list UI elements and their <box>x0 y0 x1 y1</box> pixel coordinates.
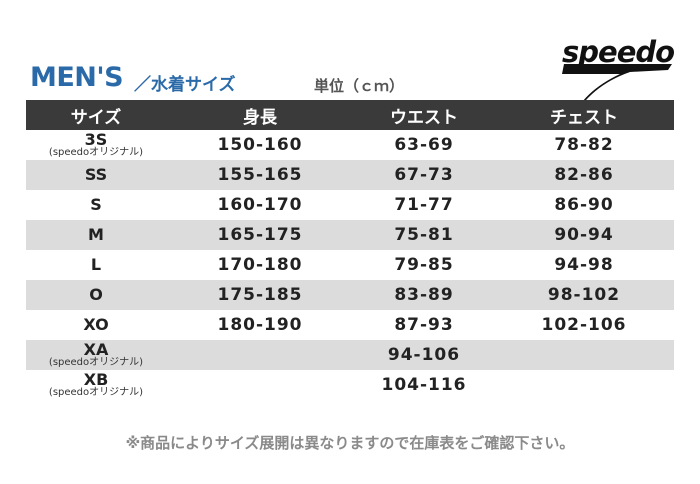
size-note: (speedoオリジナル) <box>48 387 144 398</box>
table-row: XO 180-190 87-93 102-106 <box>26 310 674 340</box>
size-label: O <box>89 285 103 304</box>
size-label: M <box>88 225 104 244</box>
waist-cell: 63-69 <box>394 135 454 155</box>
height-cell: 170-180 <box>217 255 303 275</box>
size-cell: M <box>26 227 166 243</box>
size-table: サイズ 身長 ウエスト チェスト 3S (speedoオリジナル) 150-160… <box>26 100 674 400</box>
speedo-boomerang-icon: speedo <box>562 35 675 120</box>
waist-cell: 71-77 <box>394 195 454 215</box>
size-label: XA <box>83 340 109 359</box>
size-cell: XB (speedoオリジナル) <box>26 372 166 398</box>
chest-cell: 82-86 <box>554 165 614 185</box>
page-title: MEN'S <box>30 62 124 93</box>
col-header-size: サイズ <box>70 107 122 128</box>
waist-cell: 75-81 <box>394 225 454 245</box>
size-cell: XA (speedoオリジナル) <box>26 342 166 368</box>
size-cell: SS <box>26 167 166 183</box>
size-label: 3S <box>84 130 108 149</box>
table-header-row: サイズ 身長 ウエスト チェスト <box>26 100 674 130</box>
size-cell: 3S (speedoオリジナル) <box>26 132 166 158</box>
chest-cell: 102-106 <box>541 315 627 335</box>
size-note: (speedoオリジナル) <box>48 147 144 158</box>
size-cell: O <box>26 287 166 303</box>
table-row: S 160-170 71-77 86-90 <box>26 190 674 220</box>
height-cell: 155-165 <box>217 165 303 185</box>
chest-cell: 86-90 <box>554 195 614 215</box>
waist-cell: 79-85 <box>394 255 454 275</box>
col-header-waist: ウエスト <box>390 107 458 128</box>
size-label: SS <box>84 165 108 184</box>
chest-cell: 90-94 <box>554 225 614 245</box>
table-row: XB (speedoオリジナル) 104-116 <box>26 370 674 400</box>
height-cell: 150-160 <box>217 135 303 155</box>
waist-cell: 83-89 <box>394 285 454 305</box>
table-row: O 175-185 83-89 98-102 <box>26 280 674 310</box>
col-header-chest: チェスト <box>550 107 618 128</box>
height-cell: 180-190 <box>217 315 303 335</box>
svg-text:speedo: speedo <box>562 35 674 69</box>
height-cell: 175-185 <box>217 285 303 305</box>
waist-cell: 87-93 <box>394 315 454 335</box>
size-label: XO <box>83 315 109 334</box>
waist-cell: 67-73 <box>394 165 454 185</box>
page-subtitle: ／水着サイズ <box>134 75 236 95</box>
unit-label: 単位（ｃｍ） <box>314 77 405 95</box>
waist-cell: 104-116 <box>381 375 467 395</box>
footer-note: ※商品によりサイズ展開は異なりますので在庫表をご確認下さい。 <box>125 434 575 452</box>
table-row: L 170-180 79-85 94-98 <box>26 250 674 280</box>
waist-cell: 94-106 <box>387 345 461 365</box>
table-row: 3S (speedoオリジナル) 150-160 63-69 78-82 <box>26 130 674 160</box>
size-label: S <box>90 195 102 214</box>
size-cell: L <box>26 257 166 273</box>
table-row: SS 155-165 67-73 82-86 <box>26 160 674 190</box>
col-header-height: 身長 <box>243 107 277 128</box>
chest-cell: 98-102 <box>547 285 621 305</box>
size-label: XB <box>83 370 109 389</box>
height-cell: 160-170 <box>217 195 303 215</box>
size-label: L <box>90 255 102 274</box>
speedo-logo: speedo <box>560 34 675 124</box>
height-cell: 165-175 <box>217 225 303 245</box>
chest-cell: 78-82 <box>554 135 614 155</box>
size-note: (speedoオリジナル) <box>48 357 144 368</box>
size-cell: S <box>26 197 166 213</box>
chest-cell: 94-98 <box>554 255 614 275</box>
size-cell: XO <box>26 317 166 333</box>
table-row: XA (speedoオリジナル) 94-106 <box>26 340 674 370</box>
table-row: M 165-175 75-81 90-94 <box>26 220 674 250</box>
